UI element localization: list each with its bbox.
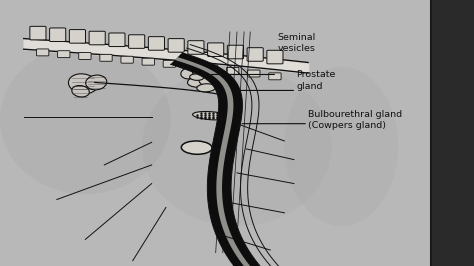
Ellipse shape — [190, 74, 204, 80]
FancyBboxPatch shape — [168, 39, 184, 52]
Ellipse shape — [192, 67, 213, 77]
Ellipse shape — [142, 66, 332, 226]
Ellipse shape — [192, 111, 229, 120]
Ellipse shape — [182, 141, 212, 154]
FancyBboxPatch shape — [89, 31, 105, 45]
FancyBboxPatch shape — [50, 28, 66, 41]
Ellipse shape — [284, 66, 398, 226]
FancyBboxPatch shape — [188, 41, 204, 54]
FancyBboxPatch shape — [121, 56, 133, 63]
FancyBboxPatch shape — [163, 60, 175, 67]
FancyBboxPatch shape — [100, 54, 112, 61]
FancyBboxPatch shape — [30, 26, 46, 40]
FancyBboxPatch shape — [148, 37, 164, 50]
Ellipse shape — [205, 70, 222, 78]
FancyBboxPatch shape — [142, 58, 155, 65]
FancyBboxPatch shape — [184, 63, 197, 69]
Text: Prostate
gland: Prostate gland — [296, 70, 336, 91]
FancyBboxPatch shape — [36, 49, 49, 56]
Ellipse shape — [181, 67, 199, 79]
FancyBboxPatch shape — [228, 45, 244, 59]
Ellipse shape — [0, 45, 171, 194]
FancyBboxPatch shape — [58, 51, 70, 58]
FancyBboxPatch shape — [247, 48, 263, 61]
Ellipse shape — [68, 74, 98, 94]
Ellipse shape — [214, 79, 235, 88]
Ellipse shape — [86, 75, 107, 90]
FancyBboxPatch shape — [128, 35, 145, 48]
FancyBboxPatch shape — [109, 33, 125, 47]
Ellipse shape — [188, 76, 210, 87]
FancyBboxPatch shape — [267, 50, 283, 64]
Bar — [431, 0, 474, 266]
Text: Seminal
vesicles: Seminal vesicles — [277, 33, 316, 53]
FancyBboxPatch shape — [69, 30, 85, 43]
Ellipse shape — [197, 84, 216, 92]
FancyBboxPatch shape — [227, 67, 239, 74]
FancyBboxPatch shape — [208, 43, 224, 56]
Ellipse shape — [72, 85, 90, 97]
Ellipse shape — [199, 75, 228, 87]
Polygon shape — [171, 53, 273, 266]
FancyBboxPatch shape — [205, 65, 218, 72]
Text: Bulbourethral gland
(Cowpers gland): Bulbourethral gland (Cowpers gland) — [308, 110, 402, 131]
FancyBboxPatch shape — [269, 73, 281, 80]
Polygon shape — [175, 57, 265, 266]
FancyBboxPatch shape — [79, 52, 91, 59]
FancyBboxPatch shape — [247, 70, 260, 77]
